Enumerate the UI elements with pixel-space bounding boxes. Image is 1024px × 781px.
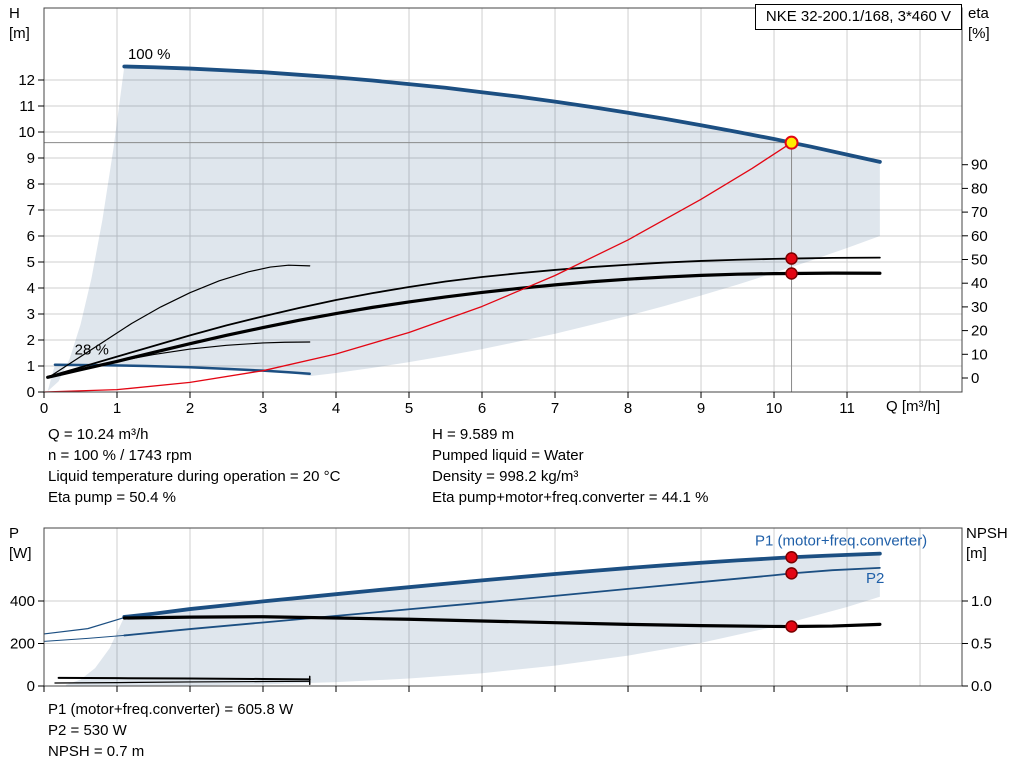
y-left-tick-label: 11 (19, 98, 35, 115)
eta-pump-curve-100 (46, 256, 881, 378)
y-right-tick-label: 30 (971, 299, 988, 316)
info-density: Density = 998.2 kg/m³ (432, 468, 579, 485)
plot-frame (43, 7, 963, 393)
info-temp: Liquid temperature during operation = 20… (48, 468, 341, 485)
x-tick-label: 7 (551, 400, 559, 417)
eta-total-point (785, 267, 798, 280)
y-left-tick-label: 4 (27, 280, 35, 297)
y-left-tick-label: 3 (27, 306, 35, 323)
p1-curve-100 (122, 551, 882, 619)
x-tick-label: 4 (332, 400, 340, 417)
q-axis-title: Q [m³/h] (886, 398, 941, 415)
system-curve (43, 142, 793, 393)
y-left-tick-label: 0 (27, 384, 35, 401)
p1-curve-label: P1 (motor+freq.converter) (755, 533, 927, 550)
p2-curve-label: P2 (866, 570, 884, 587)
result-p2: P2 = 530 W (48, 722, 127, 739)
y-right-tick-label: 0.5 (971, 636, 992, 653)
y-left-tick-label: 10 (18, 124, 35, 141)
h-axis-title: H [m] (9, 5, 30, 42)
p2-point (785, 567, 798, 580)
result-p1: P1 (motor+freq.converter) = 605.8 W (48, 701, 294, 718)
y-left-tick-label: 400 (10, 593, 35, 610)
eta-total-curve-100 (46, 271, 882, 379)
y-left-tick-label: 8 (27, 176, 35, 193)
x-tick-label: 2 (186, 400, 194, 417)
npsh-axis-title: NPSH [m] (966, 525, 1008, 562)
qh-eta-chart: 0 1 2 3 4 5 6 7 8 9 10 1101234567891011120102030405… (18, 7, 988, 417)
x-tick-label: 3 (259, 400, 267, 417)
y-left-tick-label: 7 (27, 202, 35, 219)
info-liquid: Pumped liquid = Water (432, 447, 584, 464)
info-speed: n = 100 % / 1743 rpm (48, 447, 192, 464)
x-tick-label: 6 (478, 400, 486, 417)
info-eta-pump: Eta pump = 50.4 % (48, 489, 176, 506)
x-tick-label: 5 (405, 400, 413, 417)
x-tick-label: 0 (40, 400, 48, 417)
info-column-right: H = 9.589 m Pumped liquid = Water Densit… (432, 424, 708, 508)
eta-pump-curve-28 (50, 264, 311, 377)
pump-title-box: NKE 32-200.1/168, 3*460 V (754, 4, 962, 30)
y-left-tick-label: 9 (27, 150, 35, 167)
results-block: P1 (motor+freq.converter) = 605.8 W P2 =… (48, 699, 293, 762)
x-tick-label: 1 (113, 400, 121, 417)
y-right-tick-label: 90 (971, 157, 988, 174)
speed-label-28: 28 % (75, 341, 109, 358)
p1-curve-28 (57, 676, 311, 681)
pump-curve-100 (122, 64, 882, 164)
p-axis-title: P [W] (9, 525, 32, 562)
y-right-tick-label: 10 (971, 346, 988, 363)
y-left-tick-label: 0 (27, 678, 35, 695)
y-left-tick-label: 200 (10, 635, 35, 652)
pump-curve-28 (53, 363, 311, 376)
x-tick-label: 8 (624, 400, 632, 417)
y-right-tick-label: 50 (971, 252, 988, 269)
plot-frame (43, 527, 963, 687)
eta-pump-point (785, 252, 798, 265)
x-tick-label: 11 (839, 400, 855, 417)
eta-total-curve-28 (50, 341, 311, 378)
info-q: Q = 10.24 m³/h (48, 426, 149, 443)
y-right-tick-label: 70 (971, 204, 988, 221)
p1-point (785, 551, 798, 564)
info-column-left: Q = 10.24 m³/h n = 100 % / 1743 rpm Liqu… (48, 424, 340, 508)
y-right-tick-label: 0 (971, 370, 979, 387)
y-right-tick-label: 20 (971, 323, 988, 340)
p2-curve-28 (54, 680, 311, 684)
info-eta-total: Eta pump+motor+freq.converter = 44.1 % (432, 489, 709, 506)
x-tick-label: 10 (766, 400, 783, 417)
result-npsh: NPSH = 0.7 m (48, 743, 145, 760)
y-right-tick-label: 0.0 (971, 678, 992, 695)
info-h: H = 9.589 m (432, 426, 515, 443)
x-tick-label: 9 (697, 400, 705, 417)
duty-point[interactable] (784, 135, 799, 150)
y-left-tick-label: 1 (27, 358, 35, 375)
speed-label-100: 100 % (128, 46, 171, 63)
p1-shutoff-line (43, 616, 125, 635)
y-left-tick-label: 5 (27, 254, 35, 271)
y-right-tick-label: 80 (971, 180, 988, 197)
y-right-tick-label: 40 (971, 275, 988, 292)
operating-envelope (47, 66, 880, 392)
eta-axis-title: eta [%] (968, 5, 990, 42)
p2-shutoff-line (43, 634, 125, 642)
y-left-tick-label: 12 (18, 72, 35, 89)
power-npsh-chart: 0 200 400 0.0 0.5 1.0 P1 (motor+freq.converter… (10, 527, 992, 695)
y-left-tick-label: 6 (27, 228, 35, 245)
y-left-tick-label: 2 (27, 332, 35, 349)
y-right-tick-label: 1.0 (971, 593, 992, 610)
y-right-tick-label: 60 (971, 228, 988, 245)
npsh-point (785, 620, 798, 633)
